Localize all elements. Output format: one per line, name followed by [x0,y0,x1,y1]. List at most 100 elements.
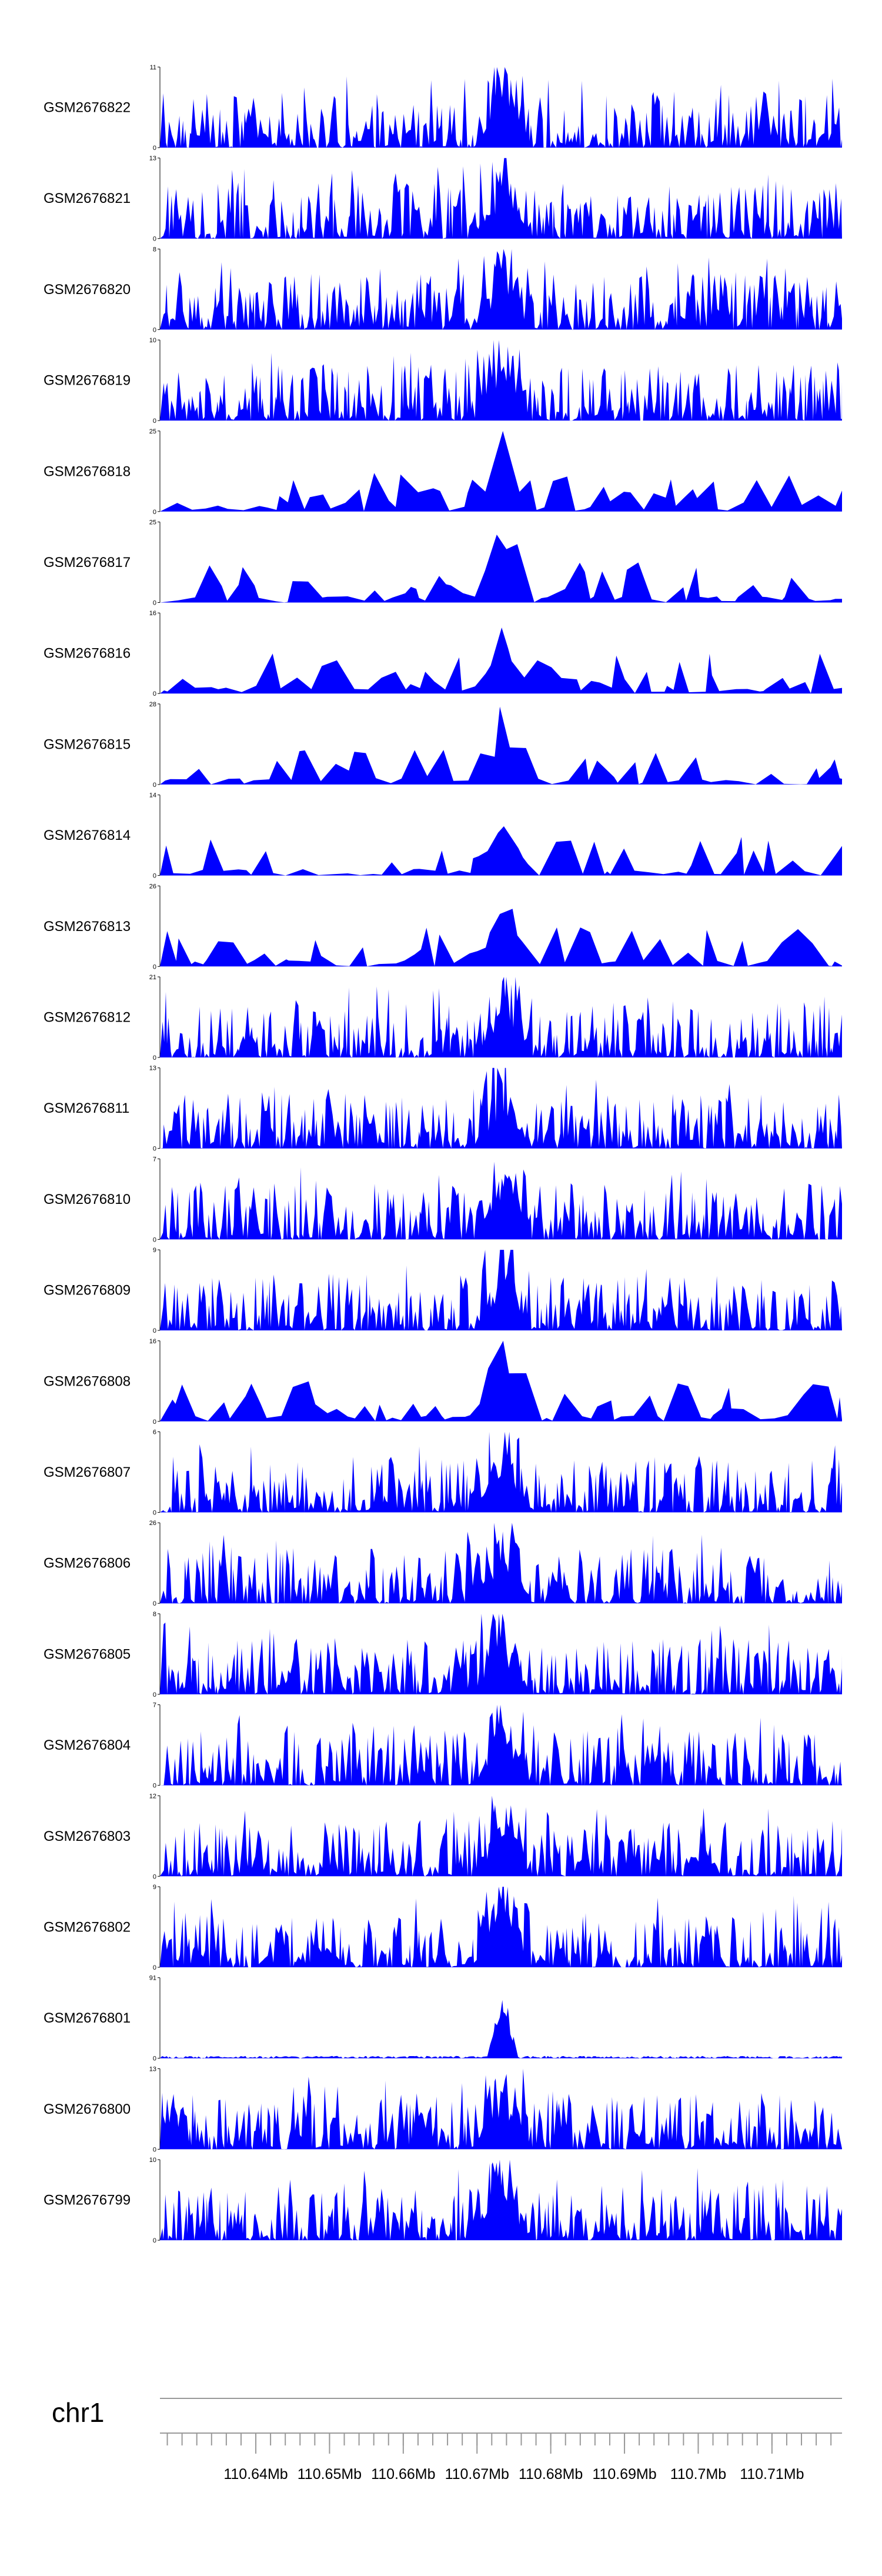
track-y-max-label: 16 [149,610,156,617]
track-y-min-label: 0 [153,236,156,243]
coverage-area [160,1523,842,1604]
coverage-area [160,67,842,148]
coverage-area [160,2160,842,2241]
track-label: GSM2676820 [44,282,131,298]
ruler-tick-label: 110.67Mb [445,2466,509,2482]
track-label: GSM2676814 [44,827,131,843]
coverage-area [160,1613,842,1694]
track-GSM2676803: GSM2676803 12 0 [44,1793,842,1880]
track-label: GSM2676802 [44,1920,131,1936]
track-y-max-label: 13 [149,1065,156,1072]
track-y-max-label: 10 [149,2157,156,2164]
track-y-min-label: 0 [153,2056,156,2063]
track-y-min-label: 0 [153,509,156,516]
track-y-max-label: 8 [153,1611,156,1618]
track-label: GSM2676813 [44,919,131,935]
track-label: GSM2676805 [44,1646,131,1662]
coverage-area [160,431,842,512]
track-GSM2676800: GSM2676800 13 0 [44,2066,842,2153]
track-y-max-label: 7 [153,1156,156,1163]
track-y-max-label: 21 [149,974,156,981]
track-y-max-label: 28 [149,701,156,708]
track-GSM2676811: GSM2676811 13 0 [44,1065,842,1153]
track-label: GSM2676819 [44,373,131,389]
track-y-min-label: 0 [153,1146,156,1153]
track-label: GSM2676800 [44,2101,131,2117]
coverage-area [160,340,842,421]
ruler-ticks: 110.64Mb 110.65Mb 110.66Mb 110.67Mb 110.68Mb… [166,2433,832,2482]
track-y-min-label: 0 [153,1055,156,1062]
track-y-max-label: 6 [153,1429,156,1436]
track-y-min-label: 0 [153,145,156,152]
track-label: GSM2676807 [44,1464,131,1480]
track-y-min-label: 0 [153,326,156,333]
track-GSM2676812: GSM2676812 21 0 [44,974,842,1062]
track-y-min-label: 0 [153,418,156,425]
track-y-max-label: 26 [149,883,156,890]
track-GSM2676802: GSM2676802 9 0 [44,1884,842,1971]
ruler-tick-label: 110.68Mb [519,2466,583,2482]
track-y-min-label: 0 [153,1236,156,1243]
ruler-tick-label: 110.66Mb [371,2466,435,2482]
track-GSM2676815: GSM2676815 28 0 [44,701,842,789]
track-label: GSM2676818 [44,463,131,479]
track-GSM2676806: GSM2676806 26 0 [44,1520,842,1607]
track-y-max-label: 13 [149,2066,156,2073]
track-label: GSM2676804 [44,1737,131,1753]
track-label: GSM2676822 [44,100,131,116]
track-y-max-label: 10 [149,337,156,344]
track-y-min-label: 0 [153,1419,156,1426]
genome-axis: chr1 110.64Mb 110.65Mb 110.66Mb 110.67Mb 110… [52,2397,842,2482]
track-label: GSM2676803 [44,1828,131,1844]
track-y-min-label: 0 [153,1510,156,1517]
track-GSM2676818: GSM2676818 25 0 [44,428,842,516]
track-label: GSM2676811 [44,1100,129,1116]
track-y-max-label: 13 [149,155,156,162]
track-y-max-label: 16 [149,1338,156,1345]
coverage-area [160,628,842,694]
track-y-max-label: 25 [149,428,156,435]
track-GSM2676819: GSM2676819 10 0 [44,337,842,425]
track-GSM2676808: GSM2676808 16 0 [44,1338,842,1426]
track-GSM2676807: GSM2676807 6 0 [44,1429,842,1517]
ruler-tick-label: 110.65Mb [298,2466,362,2482]
track-y-min-label: 0 [153,963,156,970]
ruler-tick-label: 110.71Mb [740,2466,804,2482]
coverage-area [160,1067,842,1149]
coverage-area [160,1887,842,1967]
track-y-max-label: 9 [153,1247,156,1254]
track-y-min-label: 0 [153,782,156,789]
track-y-max-label: 14 [149,792,156,799]
track-y-min-label: 0 [153,1964,156,1971]
track-GSM2676810: GSM2676810 7 0 [44,1156,842,1243]
track-GSM2676814: GSM2676814 14 0 [44,792,842,880]
track-GSM2676816: GSM2676816 16 0 [44,610,842,698]
track-GSM2676799: GSM2676799 10 0 [44,2157,842,2244]
coverage-area [160,535,842,603]
track-GSM2676804: GSM2676804 7 0 [44,1702,842,1790]
track-y-max-label: 91 [149,1975,156,1982]
ruler-tick-label: 110.69Mb [592,2466,656,2482]
coverage-area [160,826,842,876]
track-label: GSM2676821 [44,191,131,206]
track-GSM2676813: GSM2676813 26 0 [44,883,842,970]
track-GSM2676822: GSM2676822 11 0 [44,64,842,152]
track-label: GSM2676812 [44,1010,131,1026]
track-y-max-label: 9 [153,1884,156,1891]
track-y-max-label: 8 [153,246,156,253]
track-label: GSM2676806 [44,1556,131,1571]
coverage-area [160,1796,842,1877]
track-label: GSM2676810 [44,1192,131,1207]
track-y-min-label: 0 [153,600,156,607]
track-label: GSM2676809 [44,1283,131,1299]
track-y-min-label: 0 [153,1783,156,1790]
track-GSM2676820: GSM2676820 8 0 [44,246,842,333]
coverage-area [160,909,842,967]
track-y-min-label: 0 [153,873,156,880]
track-y-min-label: 0 [153,1691,156,1699]
coverage-area [160,158,842,239]
track-y-min-label: 0 [153,2146,156,2153]
track-GSM2676821: GSM2676821 13 0 [44,155,842,243]
track-label: GSM2676816 [44,646,131,662]
track-y-min-label: 0 [153,690,156,698]
